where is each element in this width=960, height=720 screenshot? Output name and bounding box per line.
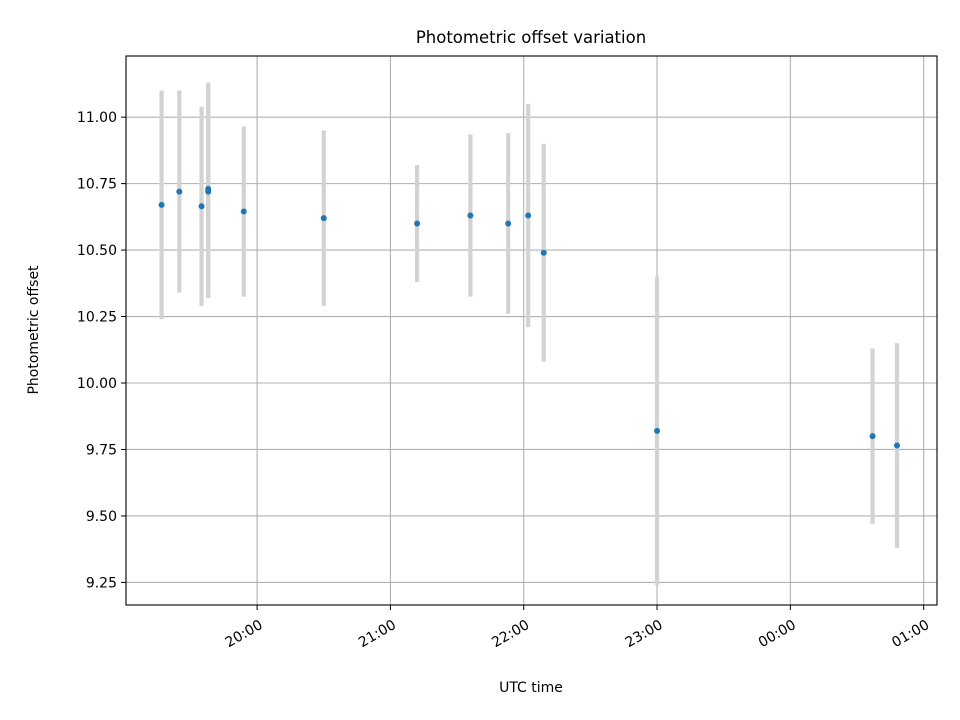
data-point <box>525 212 532 219</box>
data-point <box>540 249 547 256</box>
y-tick-label: 11.00 <box>77 110 117 126</box>
data-point <box>654 427 661 434</box>
y-tick-label: 9.25 <box>86 575 117 591</box>
y-tick-label: 9.75 <box>86 442 117 458</box>
data-point <box>320 215 327 222</box>
y-axis-label: Photometric offset <box>26 265 42 395</box>
data-point <box>205 188 212 195</box>
data-point <box>176 188 183 195</box>
data-point <box>414 220 421 227</box>
y-tick-label: 10.00 <box>77 376 117 392</box>
error-bars <box>159 82 900 586</box>
x-tick-label: 23:00 <box>623 617 666 651</box>
x-tick-label: 00:00 <box>756 617 799 651</box>
x-axis-ticks: 20:00 21:00 22:00 23:00 00:00 01:00 <box>223 605 932 651</box>
data-point <box>198 203 205 210</box>
data-point <box>240 208 247 215</box>
x-tick-label: 22:00 <box>489 617 532 651</box>
data-points <box>158 185 901 449</box>
y-tick-label: 9.50 <box>86 509 117 525</box>
x-axis-label: UTC time <box>499 680 563 696</box>
x-tick-label: 21:00 <box>356 617 399 651</box>
data-point <box>894 442 901 449</box>
chart-title: Photometric offset variation <box>416 28 646 47</box>
y-tick-label: 10.75 <box>77 177 117 193</box>
data-point <box>158 201 165 208</box>
x-tick-label: 20:00 <box>223 617 266 651</box>
y-axis-ticks: 9.25 9.50 9.75 10.00 10.25 10.50 10.75 11.00 <box>77 110 126 591</box>
x-tick-label: 01:00 <box>889 617 932 651</box>
data-point <box>467 212 474 219</box>
data-point <box>869 433 876 440</box>
y-tick-label: 10.25 <box>77 310 117 326</box>
grid <box>126 56 937 605</box>
data-point <box>505 220 512 227</box>
y-tick-label: 10.50 <box>77 243 117 259</box>
plot-frame <box>125 55 938 606</box>
